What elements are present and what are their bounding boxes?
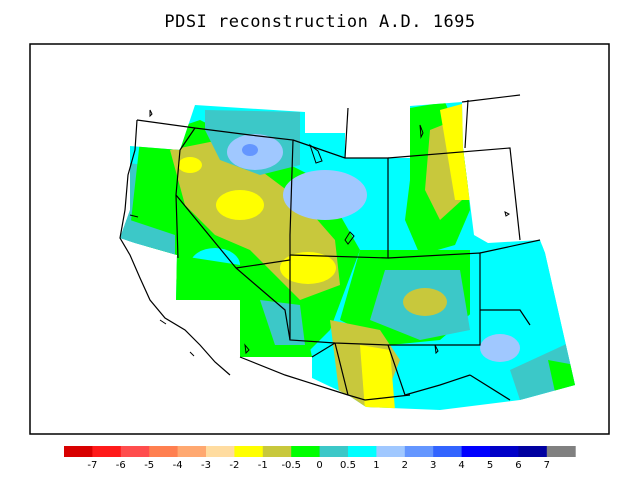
legend-tick-label: -6: [116, 460, 126, 471]
pdsi-field: [120, 102, 575, 410]
legend-colorbar: [64, 446, 576, 457]
legend-tick-label: 3: [430, 460, 436, 471]
legend-swatch: [206, 446, 235, 457]
legend-swatch: [262, 446, 292, 457]
legend-tick-label: -1: [258, 460, 268, 471]
legend-swatch: [149, 446, 179, 457]
legend-tick-label: 2: [402, 460, 408, 471]
legend-swatch: [319, 446, 349, 457]
legend-swatch: [120, 446, 150, 457]
legend-swatch: [291, 446, 321, 457]
legend-swatch: [234, 446, 264, 457]
legend-swatch: [404, 446, 434, 457]
legend-tick-label: -5: [144, 460, 154, 471]
state-boundaries: [136, 94, 541, 401]
legend-tick-label: 6: [515, 460, 521, 471]
legend-tick-label: 5: [487, 460, 493, 471]
legend-tick-label: 7: [544, 460, 550, 471]
legend-tick-label: -2: [229, 460, 239, 471]
legend-swatch: [461, 446, 491, 457]
legend-tick-label: 0.5: [340, 460, 356, 471]
legend-swatch: [433, 446, 463, 457]
legend-swatch: [490, 446, 519, 457]
coastline: [119, 119, 231, 376]
legend-swatch: [376, 446, 406, 457]
legend-swatch: [64, 446, 93, 457]
legend-swatch: [348, 446, 377, 457]
legend-swatch: [518, 446, 548, 457]
legend-swatch: [92, 446, 122, 457]
map-title: PDSI reconstruction A.D. 1695: [164, 12, 476, 32]
lakes: [129, 109, 510, 357]
legend-tick-label: 1: [373, 460, 379, 471]
legend-tick-label: 4: [458, 460, 464, 471]
legend-tick-label: -4: [173, 460, 183, 471]
legend-swatch: [546, 446, 576, 457]
legend-tick-label: -7: [87, 460, 97, 471]
legend-tick-label: -0.5: [281, 460, 301, 471]
legend-tick-label: -3: [201, 460, 211, 471]
legend-tick-label: 0: [316, 460, 322, 471]
legend-swatch: [177, 446, 207, 457]
legend-labels: -7 -6 -5 -4 -3 -2 -1 -0.5 0 0.5 1 2 3 4 5 6 7: [87, 460, 550, 471]
